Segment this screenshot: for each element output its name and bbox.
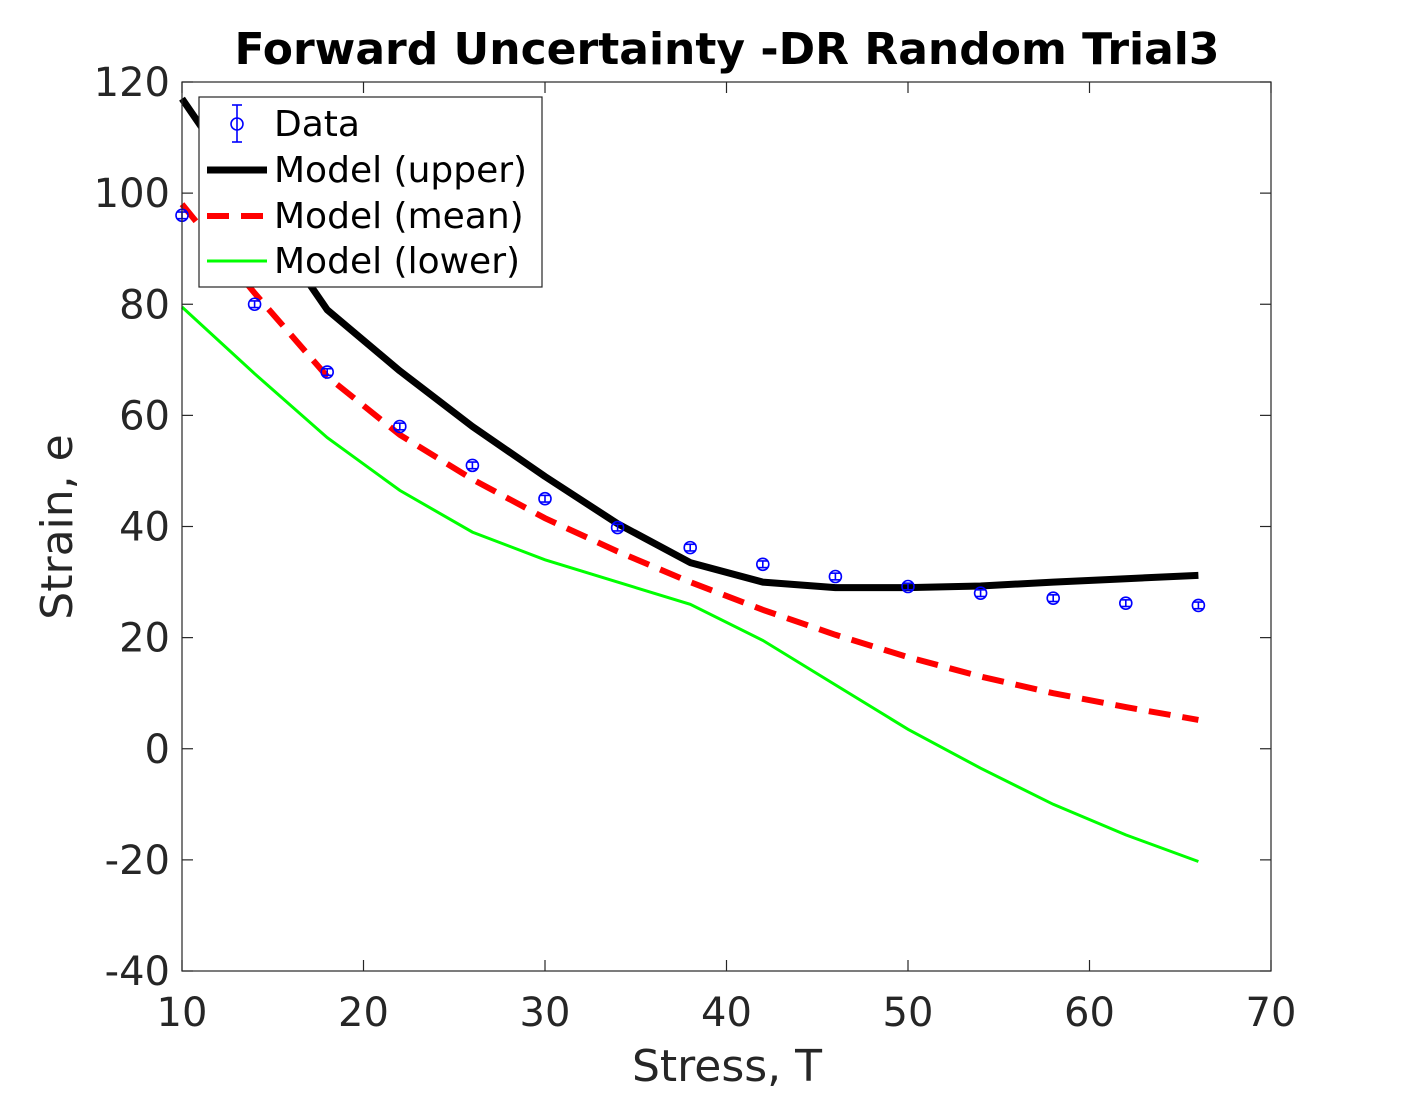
y-tick-label: 120 [94,60,170,106]
legend-item-model-upper: Model (upper) [207,150,527,191]
data-point [610,520,625,535]
data-point [538,491,552,506]
legend-box [198,96,543,288]
x-tick-label: 70 [1246,990,1297,1036]
data-point-marker [683,540,698,555]
data-point [247,297,262,312]
y-tick-label: 20 [119,616,170,662]
legend-label-data: Data [274,104,360,145]
data-point [465,458,480,473]
data-point-marker [320,365,335,379]
legend-item-model-lower: Model (lower) [207,241,520,282]
data-point-marker [465,458,480,473]
axis-tick-labels: 10 20 30 40 50 60 70 -40 -20 0 20 40 60 80 100 120 [94,60,1297,1036]
legend-item-data: Data [230,104,360,145]
y-tick-label: 80 [119,282,170,328]
x-tick-label: 20 [338,990,389,1036]
y-tick-label: 60 [119,393,170,439]
legend-label-model-upper: Model (upper) [274,150,527,191]
data-point [1046,591,1060,605]
plot-frame [181,81,1272,972]
y-tick-label: 0 [145,727,170,773]
data-point-marker [828,569,843,584]
series-layer [175,96,1206,863]
data-point [683,540,698,555]
series-line-model-mean [179,202,1199,723]
data-point-marker [1191,598,1206,613]
data-point [1119,596,1133,610]
legend-item-model-mean: Model (mean) [207,196,524,237]
data-point-marker [755,557,770,572]
x-tick-label: 40 [701,990,752,1036]
y-tick-label: 100 [94,171,170,217]
data-point-marker [392,419,407,434]
data-point-marker [538,491,552,506]
chart-title: Forward Uncertainty -DR Random Trial3 [234,24,1219,75]
data-point [828,569,843,584]
x-tick-label: 30 [520,990,571,1036]
series-line-model-upper [179,96,1199,592]
legend: Data Model (upper) Model (mean) Model (l… [198,96,543,288]
x-tick-label: 10 [157,990,208,1036]
data-point [320,365,335,379]
data-point-marker [1119,596,1133,610]
data-point-marker [973,586,988,600]
x-tick-label: 60 [1064,990,1115,1036]
data-point [973,586,988,600]
data-point-marker [610,520,625,535]
x-tick-label: 50 [883,990,934,1036]
data-point-marker [247,297,262,312]
legend-label-model-mean: Model (mean) [274,196,524,237]
y-axis-label: Strain, e [32,434,83,619]
y-tick-label: -40 [105,949,170,995]
x-axis-label: Stress, T [632,1041,822,1092]
series-data-points [175,208,1206,613]
y-tick-label: 40 [119,505,170,551]
data-point [1191,598,1206,613]
data-point-marker [1046,591,1060,605]
series-line-model-lower [180,305,1199,863]
data-point [901,579,915,594]
data-point [755,557,770,572]
data-point-marker [901,579,915,594]
data-point [392,419,407,434]
legend-marker-circle [230,117,244,131]
y-tick-label: -20 [105,838,170,884]
legend-label-model-lower: Model (lower) [274,241,520,282]
